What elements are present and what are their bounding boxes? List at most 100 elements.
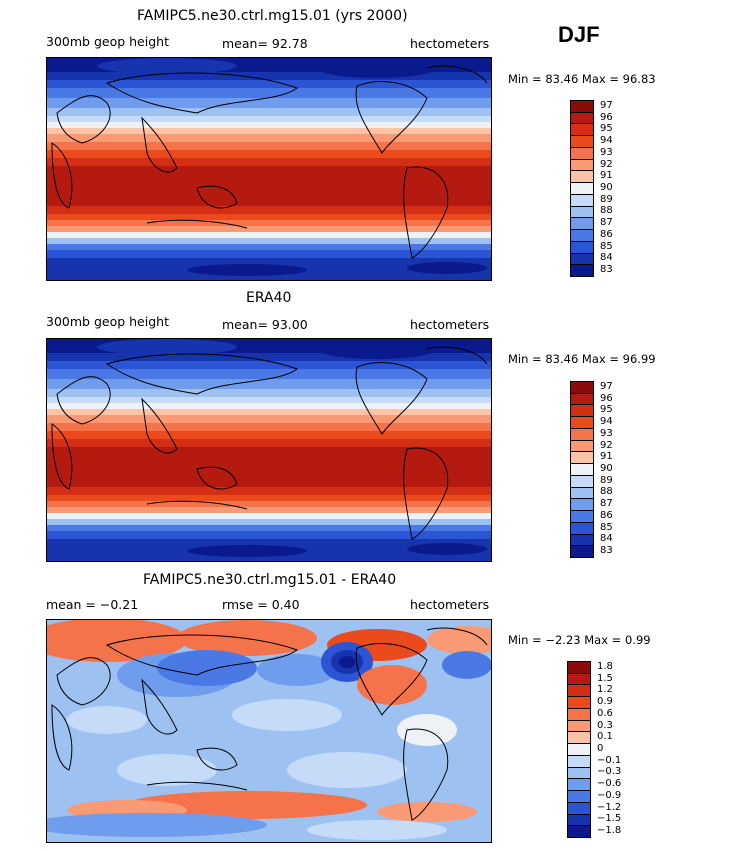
colorbar-tick-label: −0.9: [597, 789, 622, 801]
colorbar-tick-label: 87: [600, 217, 613, 229]
field-band: [47, 166, 491, 207]
panel-2-minmax: Min = 83.46 Max = 96.99: [508, 352, 656, 366]
field-feature: [407, 262, 487, 274]
field-band: [47, 389, 491, 398]
field-feature: [287, 752, 407, 788]
season-label: DJF: [558, 22, 600, 47]
colorbar-tick-label: 97: [600, 380, 613, 392]
field-band: [47, 531, 491, 540]
coastline: [196, 185, 238, 209]
panel-3-minmax: Min = −2.23 Max = 0.99: [508, 633, 651, 647]
colorbar-tick-label: 86: [600, 228, 613, 240]
coastline: [51, 142, 73, 209]
colorbar-tick-label: 83: [600, 545, 613, 557]
colorbar-tick-label: 93: [600, 146, 613, 158]
coastline: [146, 781, 248, 791]
colorbar-tick-label: 91: [600, 170, 613, 182]
field-feature: [127, 791, 367, 819]
field-band: [47, 409, 491, 416]
coastline: [141, 397, 178, 454]
colorbar-tick-label: 0.6: [597, 707, 613, 719]
colorbar-tick-label: 91: [600, 451, 613, 463]
colorbar-tick-label: 93: [600, 427, 613, 439]
field-band: [47, 431, 491, 440]
colorbar-tick-label: 83: [600, 264, 613, 276]
colorbar-tick-label: 84: [600, 533, 613, 545]
coastline: [403, 728, 449, 821]
coastline: [196, 466, 238, 490]
field-band: [47, 525, 491, 532]
field-band: [47, 250, 491, 259]
colorbar-tick-label: −1.2: [597, 801, 622, 813]
field-band: [47, 369, 491, 380]
field-band: [47, 519, 491, 526]
field-feature: [339, 656, 355, 668]
colorbar-tick-label: 88: [600, 205, 613, 217]
colorbar-tick-label: 95: [600, 404, 613, 416]
colorbar-tick-label: −1.8: [597, 825, 622, 837]
field-band: [47, 423, 491, 432]
coastline: [56, 376, 111, 425]
colorbar-tick-label: 95: [600, 123, 613, 135]
panel-3-rmse: rmse = 0.40: [222, 597, 300, 612]
field-feature: [307, 820, 447, 840]
panel-3-map-svg: [47, 620, 491, 842]
field-feature: [67, 706, 147, 734]
panel-3-colorbar: 1.8 1.5 1.2 0.9 0.6 0.3 0.1 0 −0.1 −0.3 −0.6 −0.9 −1…: [567, 660, 627, 838]
coastline: [426, 346, 488, 365]
coastline: [51, 704, 73, 771]
field-band: [47, 214, 491, 221]
colorbar-tick-label: 0.9: [597, 696, 613, 708]
panel-2-mean: mean= 93.00: [222, 317, 308, 332]
field-feature: [442, 651, 491, 679]
field-feature: [427, 626, 491, 654]
colorbar-tick-label: 88: [600, 486, 613, 498]
coastline: [355, 81, 428, 154]
field-band: [47, 108, 491, 117]
field-feature: [187, 545, 307, 557]
colorbar-tick-label: −0.6: [597, 778, 622, 790]
field-band: [47, 232, 491, 239]
field-band: [47, 128, 491, 135]
panel-1-colorbar: 97 96 95 94 93 92 91 90 89 88 87 86 85 84 83: [570, 100, 630, 277]
field-band: [47, 134, 491, 143]
colorbar-tick-label: 90: [600, 182, 613, 193]
panel-2-map-svg: [47, 339, 491, 561]
colorbar-tick-label: 94: [600, 416, 613, 428]
panel-1-map-svg: [47, 58, 491, 280]
coastline: [355, 362, 428, 435]
field-feature: [117, 754, 217, 786]
colorbar-tick-label: −0.3: [597, 766, 622, 778]
field-feature: [357, 665, 427, 705]
colorbar-tick-label: −0.1: [597, 754, 622, 766]
colorbar-tick-label: 89: [600, 193, 613, 205]
field-band: [47, 72, 491, 81]
field-band: [47, 513, 491, 520]
panel-2-field-label: 300mb geop height: [46, 314, 169, 329]
field-feature: [97, 58, 237, 74]
field-band: [47, 158, 491, 167]
colorbar-tick-label: 85: [600, 240, 613, 252]
panel-3-units: hectometers: [410, 597, 490, 612]
field-band: [47, 447, 491, 488]
field-band: [47, 403, 491, 410]
panel-3-title: FAMIPC5.ne30.ctrl.mg15.01 - ERA40: [143, 572, 397, 588]
panel-1-minmax: Min = 83.46 Max = 96.83: [508, 72, 656, 86]
field-band: [47, 501, 491, 508]
field-band: [47, 142, 491, 151]
coastline: [141, 678, 178, 735]
field-band: [47, 353, 491, 362]
field-band: [47, 80, 491, 89]
colorbar-tick-label: 1.8: [597, 660, 613, 672]
colorbar-tick-label: 1.2: [597, 684, 613, 696]
colorbar-tick-label: 84: [600, 252, 613, 264]
colorbar-swatch: [570, 545, 594, 558]
field-band: [47, 507, 491, 514]
colorbar-tick-label: 0: [597, 743, 604, 754]
coastline: [403, 166, 449, 259]
coastline: [146, 219, 248, 229]
colorbar-tick-label: −1.5: [597, 813, 622, 825]
panel-1-map: [46, 57, 492, 281]
field-band: [47, 206, 491, 215]
field-band: [47, 379, 491, 390]
